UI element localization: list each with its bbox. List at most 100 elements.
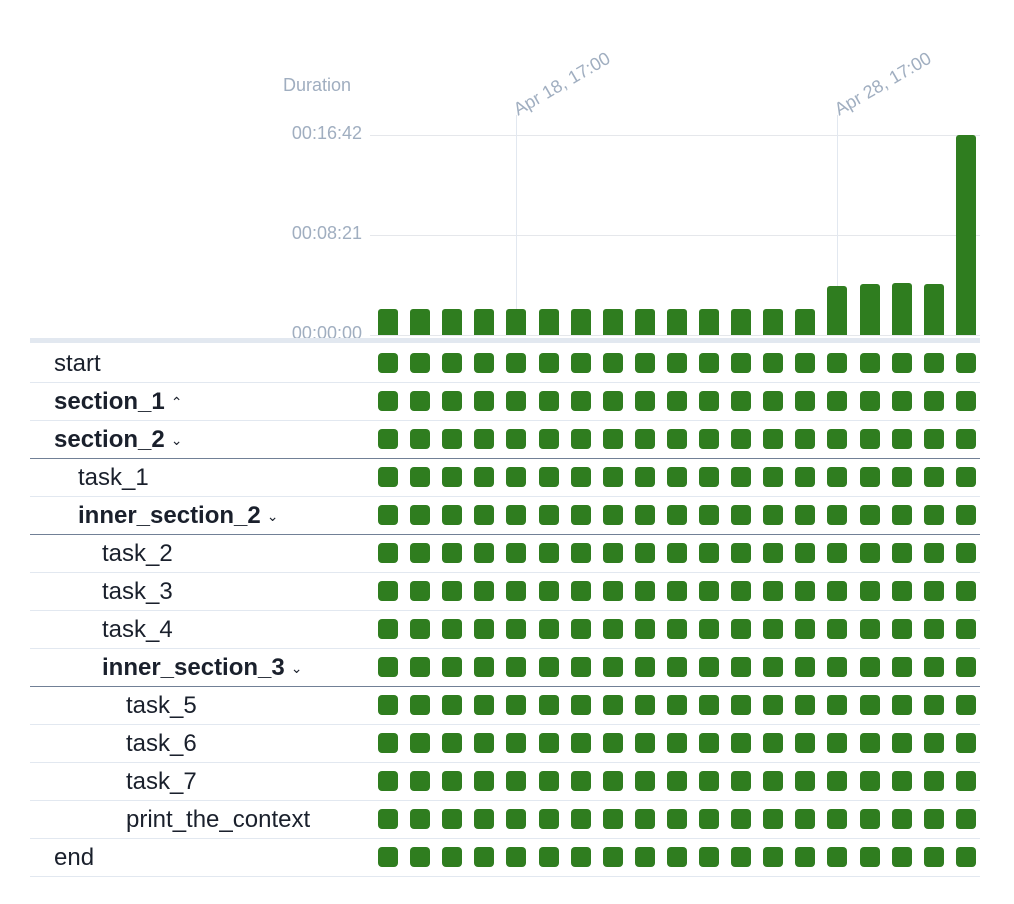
task-instance-cell[interactable] bbox=[763, 847, 783, 867]
task-instance-cell[interactable] bbox=[956, 467, 976, 487]
task-instance-cell[interactable] bbox=[827, 543, 847, 563]
task-instance-cell[interactable] bbox=[603, 695, 623, 715]
task-instance-cell[interactable] bbox=[956, 809, 976, 829]
task-instance-cell[interactable] bbox=[956, 543, 976, 563]
task-instance-cell[interactable] bbox=[892, 771, 912, 791]
task-name[interactable]: inner_section_2 ⌄ bbox=[78, 497, 278, 534]
task-instance-cell[interactable] bbox=[474, 505, 494, 525]
task-instance-cell[interactable] bbox=[956, 657, 976, 677]
duration-bar[interactable] bbox=[795, 309, 815, 335]
task-instance-cell[interactable] bbox=[667, 581, 687, 601]
task-instance-cell[interactable] bbox=[506, 847, 526, 867]
task-instance-cell[interactable] bbox=[506, 733, 526, 753]
duration-bar[interactable] bbox=[860, 284, 880, 335]
task-instance-cell[interactable] bbox=[827, 733, 847, 753]
task-instance-cell[interactable] bbox=[731, 353, 751, 373]
task-instance-cell[interactable] bbox=[603, 429, 623, 449]
task-instance-cell[interactable] bbox=[378, 543, 398, 563]
task-instance-cell[interactable] bbox=[731, 391, 751, 411]
task-instance-cell[interactable] bbox=[892, 391, 912, 411]
task-instance-cell[interactable] bbox=[539, 657, 559, 677]
task-instance-cell[interactable] bbox=[795, 353, 815, 373]
task-instance-cell[interactable] bbox=[699, 847, 719, 867]
task-instance-cell[interactable] bbox=[667, 733, 687, 753]
task-instance-cell[interactable] bbox=[667, 353, 687, 373]
task-instance-cell[interactable] bbox=[603, 809, 623, 829]
task-instance-cell[interactable] bbox=[956, 619, 976, 639]
task-instance-cell[interactable] bbox=[474, 353, 494, 373]
task-name[interactable]: task_4 bbox=[102, 611, 173, 648]
duration-bar[interactable] bbox=[699, 309, 719, 335]
task-instance-cell[interactable] bbox=[795, 505, 815, 525]
task-instance-cell[interactable] bbox=[956, 847, 976, 867]
chevron-down-icon[interactable]: ⌄ bbox=[170, 432, 183, 449]
task-instance-cell[interactable] bbox=[539, 391, 559, 411]
task-instance-cell[interactable] bbox=[539, 505, 559, 525]
task-instance-cell[interactable] bbox=[378, 505, 398, 525]
task-instance-cell[interactable] bbox=[635, 391, 655, 411]
task-instance-cell[interactable] bbox=[795, 809, 815, 829]
task-instance-cell[interactable] bbox=[860, 391, 880, 411]
task-instance-cell[interactable] bbox=[506, 467, 526, 487]
task-instance-cell[interactable] bbox=[860, 847, 880, 867]
task-instance-cell[interactable] bbox=[506, 429, 526, 449]
duration-bar[interactable] bbox=[539, 309, 559, 335]
task-instance-cell[interactable] bbox=[924, 353, 944, 373]
task-instance-cell[interactable] bbox=[731, 543, 751, 563]
task-instance-cell[interactable] bbox=[892, 505, 912, 525]
task-instance-cell[interactable] bbox=[442, 771, 462, 791]
task-instance-cell[interactable] bbox=[442, 581, 462, 601]
task-instance-cell[interactable] bbox=[442, 467, 462, 487]
task-instance-cell[interactable] bbox=[571, 467, 591, 487]
task-instance-cell[interactable] bbox=[924, 581, 944, 601]
task-instance-cell[interactable] bbox=[860, 733, 880, 753]
task-instance-cell[interactable] bbox=[892, 619, 912, 639]
task-instance-cell[interactable] bbox=[795, 695, 815, 715]
task-instance-cell[interactable] bbox=[956, 353, 976, 373]
task-instance-cell[interactable] bbox=[860, 467, 880, 487]
task-instance-cell[interactable] bbox=[635, 809, 655, 829]
task-instance-cell[interactable] bbox=[603, 543, 623, 563]
task-instance-cell[interactable] bbox=[378, 733, 398, 753]
task-instance-cell[interactable] bbox=[699, 543, 719, 563]
task-name[interactable]: task_2 bbox=[102, 535, 173, 572]
task-instance-cell[interactable] bbox=[763, 771, 783, 791]
task-instance-cell[interactable] bbox=[892, 429, 912, 449]
task-instance-cell[interactable] bbox=[603, 505, 623, 525]
task-instance-cell[interactable] bbox=[667, 505, 687, 525]
task-instance-cell[interactable] bbox=[892, 657, 912, 677]
task-name[interactable]: task_6 bbox=[126, 725, 197, 762]
task-instance-cell[interactable] bbox=[731, 657, 751, 677]
task-instance-cell[interactable] bbox=[539, 467, 559, 487]
task-instance-cell[interactable] bbox=[442, 543, 462, 563]
task-instance-cell[interactable] bbox=[571, 695, 591, 715]
task-instance-cell[interactable] bbox=[667, 467, 687, 487]
task-instance-cell[interactable] bbox=[442, 657, 462, 677]
task-name[interactable]: task_1 bbox=[78, 459, 149, 496]
task-instance-cell[interactable] bbox=[410, 505, 430, 525]
task-instance-cell[interactable] bbox=[699, 467, 719, 487]
task-instance-cell[interactable] bbox=[571, 505, 591, 525]
task-name[interactable]: section_1 ⌃ bbox=[54, 383, 182, 420]
task-instance-cell[interactable] bbox=[410, 429, 430, 449]
task-instance-cell[interactable] bbox=[474, 695, 494, 715]
task-instance-cell[interactable] bbox=[827, 581, 847, 601]
task-instance-cell[interactable] bbox=[731, 619, 751, 639]
duration-bar[interactable] bbox=[571, 309, 591, 335]
task-instance-cell[interactable] bbox=[699, 733, 719, 753]
task-instance-cell[interactable] bbox=[442, 809, 462, 829]
task-instance-cell[interactable] bbox=[442, 733, 462, 753]
task-instance-cell[interactable] bbox=[378, 429, 398, 449]
task-instance-cell[interactable] bbox=[763, 809, 783, 829]
task-instance-cell[interactable] bbox=[860, 771, 880, 791]
task-name[interactable]: section_2 ⌄ bbox=[54, 421, 182, 458]
task-instance-cell[interactable] bbox=[474, 809, 494, 829]
duration-bar[interactable] bbox=[731, 309, 751, 335]
task-instance-cell[interactable] bbox=[635, 429, 655, 449]
task-instance-cell[interactable] bbox=[410, 619, 430, 639]
chevron-up-icon[interactable]: ⌃ bbox=[170, 394, 183, 411]
task-instance-cell[interactable] bbox=[924, 809, 944, 829]
task-instance-cell[interactable] bbox=[827, 391, 847, 411]
task-instance-cell[interactable] bbox=[571, 429, 591, 449]
task-instance-cell[interactable] bbox=[763, 467, 783, 487]
